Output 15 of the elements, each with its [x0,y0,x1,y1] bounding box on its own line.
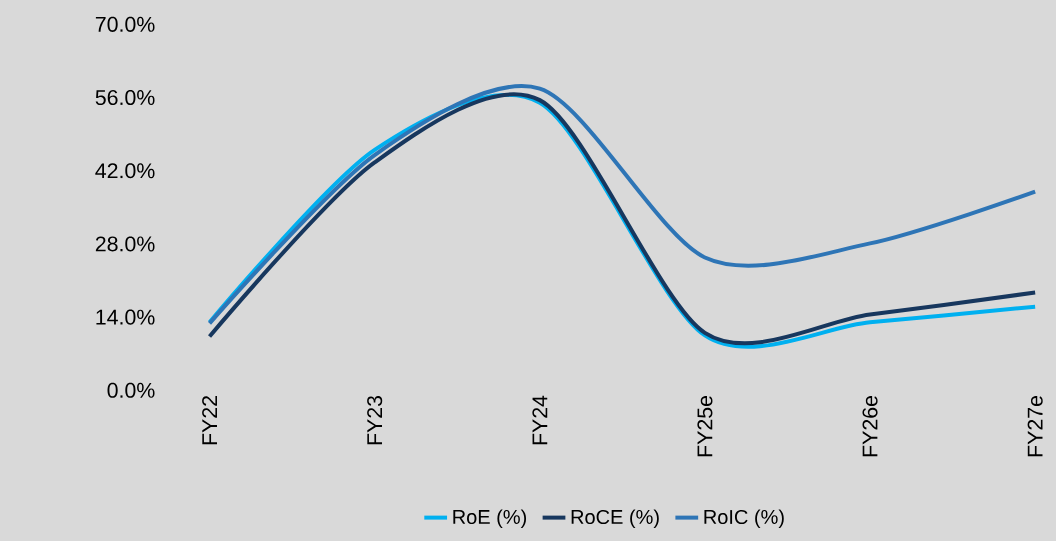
x-tick-label: FY23 [367,395,383,445]
x-tick-label: FY25e [697,395,713,457]
x-tick-label: FY26e [862,395,878,457]
y-tick-label: 28.0% [95,236,155,252]
legend-label: RoIC (%) [704,509,784,529]
y-tick-label: 14.0% [96,309,155,325]
x-tick-label: FY24 [532,395,548,445]
y-tick-label: 42.0% [95,163,155,179]
x-tick-label: FY22 [202,396,217,445]
y-tick-label: 56.0% [95,89,155,106]
y-tick-label: 0.0% [107,382,155,398]
x-tick-label: FY27e [1027,395,1043,457]
legend-label: RoE (%) [453,509,527,529]
legend-label: RoCE (%) [571,509,659,529]
y-tick-label: 70.0% [95,16,155,32]
